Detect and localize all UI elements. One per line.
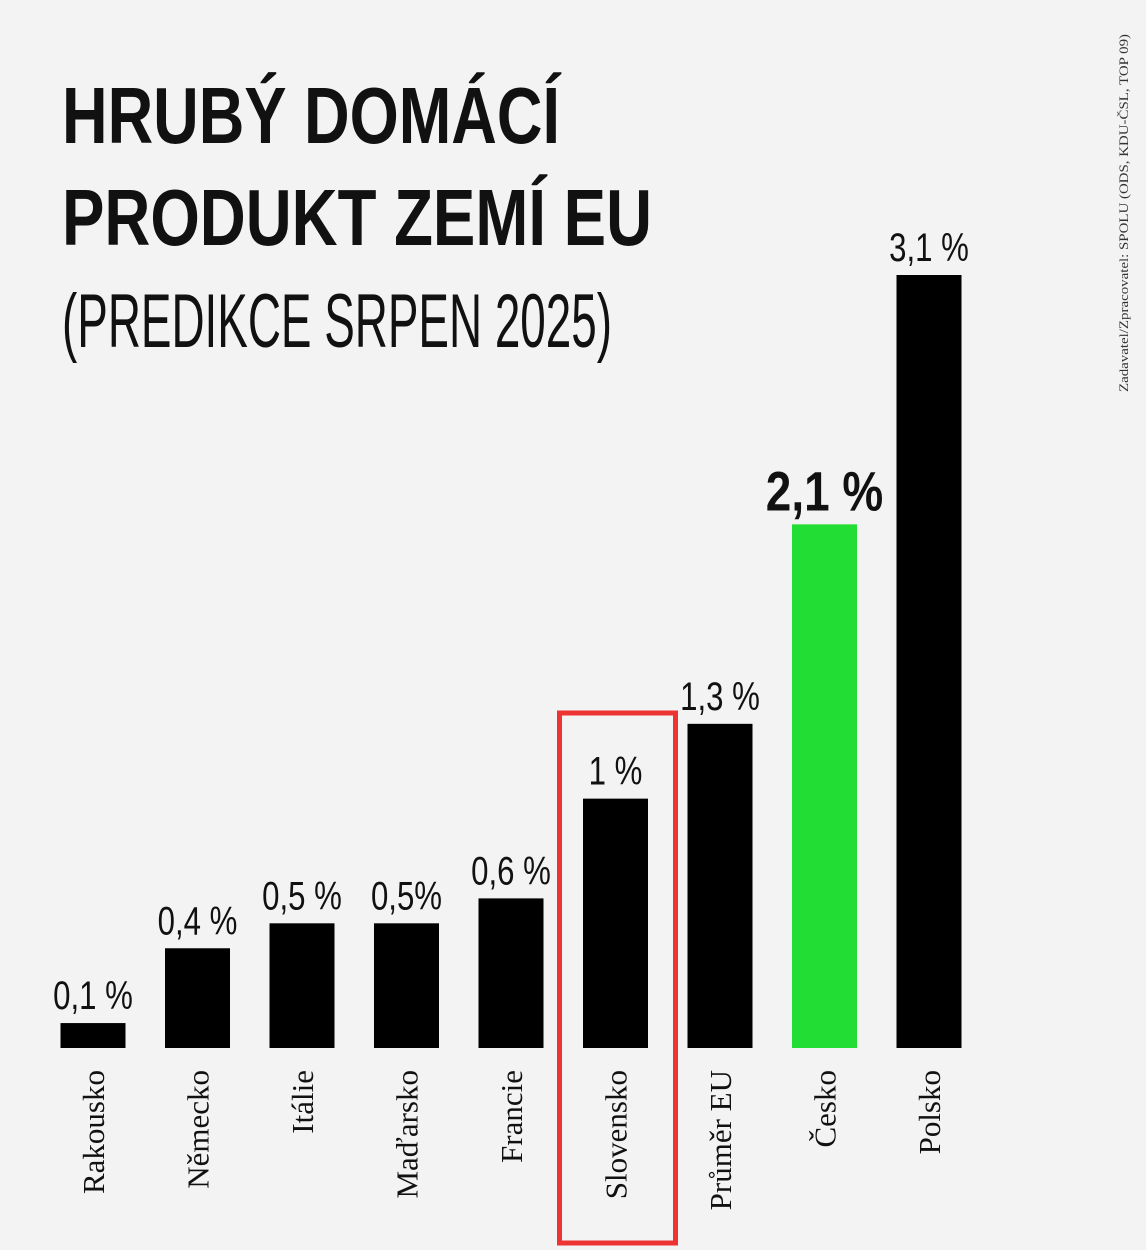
value-label-6: 1,3 %: [680, 674, 760, 719]
value-label-2: 0,5 %: [262, 874, 342, 919]
chart-title-line-2: PRODUKT ZEMÍ EU: [62, 173, 652, 262]
value-label-7: 2,1 %: [766, 460, 883, 522]
category-label-8: Polsko: [912, 1070, 947, 1154]
bar-0: [60, 1023, 126, 1048]
category-label-3: Maďarsko: [390, 1070, 425, 1199]
bar-8: [896, 275, 962, 1048]
value-label-4: 0,6 %: [471, 849, 551, 894]
source-note: Zadavatel/Zpracovatel: SPOLU (ODS, KDU-Č…: [1116, 34, 1131, 392]
category-label-0: Rakousko: [76, 1070, 111, 1194]
category-label-4: Francie: [494, 1070, 529, 1163]
bars-group: 0,1 % Rakousko 0,4 % Německo 0,5 % Itálie 0,5%…: [53, 225, 969, 1246]
chart-subtitle: (PREDIKCE SRPEN 2025): [62, 279, 612, 364]
bar-7: [792, 524, 857, 1048]
category-label-2: Itálie: [285, 1070, 320, 1134]
bar-3: [374, 923, 439, 1048]
value-label-3: 0,5%: [371, 874, 442, 919]
category-label-7: Česko: [808, 1070, 843, 1148]
category-label-1: Německo: [181, 1070, 216, 1189]
bar-4: [478, 898, 544, 1048]
value-label-5: 1 %: [589, 749, 643, 794]
bar-5: [583, 798, 648, 1048]
value-label-8: 3,1 %: [889, 225, 969, 270]
value-label-1: 0,4 %: [158, 899, 238, 944]
bar-1: [165, 948, 230, 1048]
bar-6: [687, 723, 753, 1048]
chart-title-line-1: HRUBÝ DOMÁCÍ: [62, 71, 561, 160]
category-label-6: Průměr EU: [703, 1070, 738, 1210]
value-label-0: 0,1 %: [53, 973, 133, 1018]
category-label-5: Slovensko: [599, 1070, 634, 1199]
highlight-outline: [557, 710, 678, 1246]
bar-2: [269, 923, 335, 1048]
